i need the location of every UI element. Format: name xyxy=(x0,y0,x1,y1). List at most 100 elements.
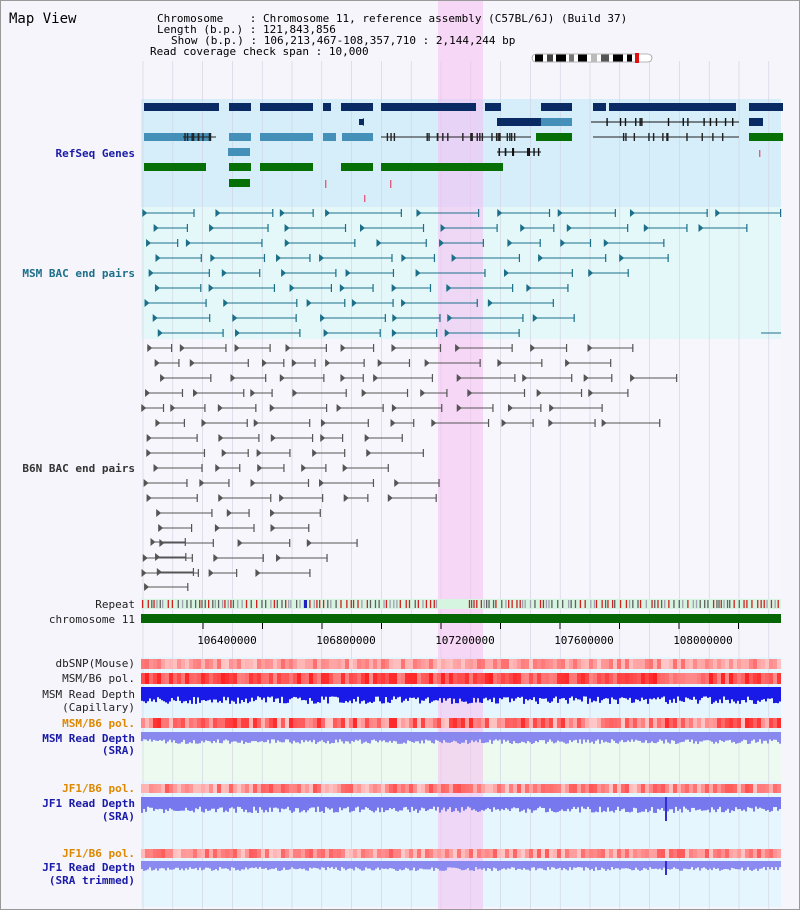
polymorphism-bin xyxy=(437,784,441,793)
polymorphism-bin xyxy=(529,784,533,793)
chromosome-ideogram[interactable] xyxy=(531,53,653,63)
track-label-jf1-b6-pol-1[interactable]: JF1/B6 pol. xyxy=(62,782,135,795)
read-depth-bin xyxy=(547,732,549,742)
read-depth-bin xyxy=(633,797,635,808)
polymorphism-bin xyxy=(153,718,157,728)
read-depth-bin xyxy=(431,732,433,743)
read-depth-bin xyxy=(753,687,755,704)
bac-end-marker xyxy=(484,269,486,277)
polymorphism-bin xyxy=(401,659,405,669)
read-depth-bin xyxy=(483,797,485,811)
gene-strand-arrow xyxy=(144,103,149,111)
bac-end-marker xyxy=(217,404,223,412)
gene-exon xyxy=(528,148,530,156)
polymorphism-bin xyxy=(521,849,525,858)
read-depth-bin xyxy=(629,687,631,698)
repeat-element xyxy=(687,600,689,608)
track-label-jf1-depth-trim[interactable]: JF1 Read Depth xyxy=(42,861,135,874)
bac-end-marker xyxy=(504,269,510,277)
polymorphism-bin xyxy=(745,849,749,858)
polymorphism-bin xyxy=(297,659,301,669)
bac-end-marker xyxy=(605,254,607,262)
read-depth-bin xyxy=(689,797,691,812)
track-label-jf1-depth-sra[interactable]: JF1 Read Depth xyxy=(42,797,135,810)
read-depth-bin xyxy=(459,732,461,744)
read-depth-bin xyxy=(373,732,375,740)
polymorphism-bin xyxy=(365,673,369,684)
bac-end-marker xyxy=(401,299,407,307)
read-depth-bin xyxy=(221,687,223,703)
read-depth-bin xyxy=(527,861,529,870)
read-depth-bin xyxy=(423,861,425,870)
gene-exon xyxy=(732,118,734,126)
read-depth-bin xyxy=(421,732,423,741)
polymorphism-bin xyxy=(701,673,705,684)
bac-end-marker xyxy=(372,284,374,292)
track-label-repeat[interactable]: Repeat xyxy=(95,598,135,611)
read-depth-bin xyxy=(759,732,761,740)
polymorphism-bin xyxy=(697,718,701,728)
repeat-element xyxy=(429,600,432,608)
read-depth-bin xyxy=(693,732,695,744)
polymorphism-bin xyxy=(673,659,677,669)
gene-exon xyxy=(686,133,688,141)
track-label-msm-b6-pol-1[interactable]: MSM/B6 pol. xyxy=(62,672,135,685)
track-label-b6n-bac[interactable]: B6N BAC end pairs xyxy=(22,462,135,475)
coverage-value: 10,000 xyxy=(328,45,369,58)
bac-end-marker xyxy=(193,389,199,397)
polymorphism-bin xyxy=(653,673,657,684)
read-depth-bin xyxy=(453,861,455,868)
read-depth-bin xyxy=(565,687,567,701)
polymorphism-bin xyxy=(429,784,433,793)
read-depth-bin xyxy=(437,797,439,807)
polymorphism-bin xyxy=(573,718,577,728)
read-depth-bin xyxy=(613,861,615,870)
polymorphism-bin xyxy=(329,659,333,669)
read-depth-bin xyxy=(223,861,225,869)
bac-end-marker xyxy=(159,539,165,547)
read-depth-bin xyxy=(485,797,487,810)
read-depth-bin xyxy=(663,797,665,811)
read-depth-bin xyxy=(331,797,333,809)
bac-end-marker xyxy=(323,374,325,382)
track-label-msm-depth-sra[interactable]: MSM Read Depth xyxy=(42,732,135,745)
read-depth-bin xyxy=(507,687,509,698)
read-depth-bin xyxy=(517,861,519,869)
polymorphism-bin xyxy=(309,659,313,669)
read-depth-bin xyxy=(141,687,143,701)
read-depth-bin xyxy=(447,687,449,699)
polymorphism-bin xyxy=(657,784,661,793)
read-depth-bin xyxy=(261,797,263,810)
read-depth-bin xyxy=(575,861,577,868)
read-depth-bin xyxy=(433,687,435,701)
read-depth-bin xyxy=(247,732,249,743)
track-label-dbsnp[interactable]: dbSNP(Mouse) xyxy=(55,657,135,670)
read-depth-bin xyxy=(739,732,741,743)
track-label-jf1-b6-pol-2[interactable]: JF1/B6 pol. xyxy=(62,847,135,860)
polymorphism-bin xyxy=(541,673,545,684)
gene-exon xyxy=(622,133,625,141)
read-depth-bin xyxy=(413,687,415,698)
track-label-msm-b6-pol-2[interactable]: MSM/B6 pol. xyxy=(62,717,135,730)
polymorphism-bin xyxy=(601,718,605,728)
polymorphism-bin xyxy=(201,718,205,728)
polymorphism-bin xyxy=(173,849,177,858)
read-depth-bin xyxy=(317,797,319,807)
read-depth-bin xyxy=(309,732,311,741)
track-label-msm-depth-cap[interactable]: MSM Read Depth xyxy=(42,688,135,701)
read-depth-bin xyxy=(397,861,399,871)
polymorphism-bin xyxy=(317,784,321,793)
bac-end-marker xyxy=(309,254,311,262)
read-depth-bin xyxy=(775,687,777,703)
polymorphism-bin xyxy=(661,784,665,793)
read-depth-bin xyxy=(201,797,203,812)
gene-strand-arrow xyxy=(536,133,541,141)
track-label-msm-bac[interactable]: MSM BAC end pairs xyxy=(22,267,135,280)
polymorphism-bin xyxy=(377,659,381,669)
read-depth-bin xyxy=(313,687,315,704)
track-label-refseq[interactable]: RefSeq Genes xyxy=(55,147,135,160)
read-depth-bin xyxy=(281,687,283,697)
track-label-chromosome[interactable]: chromosome 11 xyxy=(48,613,135,626)
read-depth-bin xyxy=(759,861,761,869)
highlight-region[interactable] xyxy=(438,1,483,909)
